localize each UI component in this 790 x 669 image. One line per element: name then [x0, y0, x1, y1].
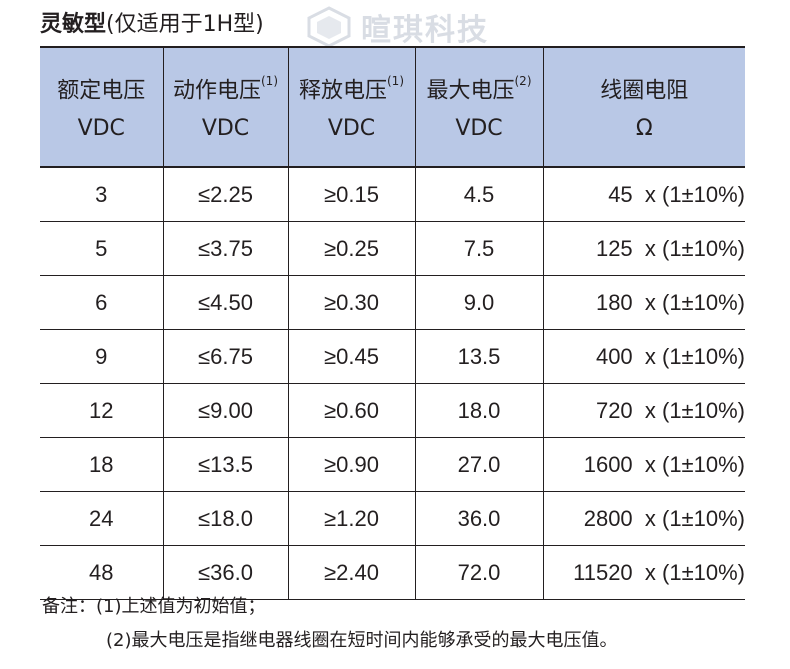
cell-pickup: ≤36.0: [162, 545, 288, 600]
cell-max: 72.0: [414, 545, 543, 600]
watermark-text: 暄琪科技: [361, 13, 489, 48]
cell-resistance: 45 x (1±10%): [542, 167, 745, 222]
cell-rated: 24: [40, 491, 163, 546]
cell-release: ≥0.90: [287, 437, 415, 492]
cell-rated: 5: [40, 221, 163, 276]
cell-rated: 48: [40, 545, 163, 600]
table-row: 12 ≤9.00 ≥0.60 18.0 720 x (1±10%): [40, 383, 745, 438]
cell-pickup: ≤4.50: [162, 275, 288, 330]
cell-resistance: 1600 x (1±10%): [542, 437, 745, 492]
cell-pickup: ≤9.00: [162, 383, 288, 438]
table-row: 9 ≤6.75 ≥0.45 13.5 400 x (1±10%): [40, 329, 745, 384]
cell-resistance: 125 x (1±10%): [542, 221, 745, 276]
cell-release: ≥0.25: [287, 221, 415, 276]
cell-max: 9.0: [414, 275, 543, 330]
cell-pickup: ≤2.25: [162, 167, 288, 222]
cell-max: 27.0: [414, 437, 543, 492]
cell-release: ≥0.30: [287, 275, 415, 330]
title-main: 灵敏型: [40, 12, 107, 37]
cell-release: ≥2.40: [287, 545, 415, 600]
cell-rated: 12: [40, 383, 163, 438]
header-row: 额定电压 VDC 动作电压(1) VDC 释放电压(1) VDC 最大电压(2)…: [40, 46, 745, 168]
table-row: 6 ≤4.50 ≥0.30 9.0 180 x (1±10%): [40, 275, 745, 330]
footnote-1: 备注：(1)上述值为初始值；: [42, 596, 266, 617]
cell-max: 36.0: [414, 491, 543, 546]
cell-resistance: 720 x (1±10%): [542, 383, 745, 438]
header-rated-voltage: 额定电压 VDC: [40, 46, 163, 168]
table-row: 3 ≤2.25 ≥0.15 4.5 45 x (1±10%): [40, 167, 745, 222]
cell-resistance: 180 x (1±10%): [542, 275, 745, 330]
title-subtitle: (仅适用于1H型): [106, 12, 264, 37]
cell-max: 7.5: [414, 221, 543, 276]
cell-release: ≥0.15: [287, 167, 415, 222]
footnotes: 备注：(1)上述值为初始值； (2)最大电压是指继电器线圈在短时间内能够承受的最…: [42, 590, 618, 658]
header-pickup-voltage: 动作电压(1) VDC: [162, 46, 288, 168]
footnote-2: (2)最大电压是指继电器线圈在短时间内能够承受的最大电压值。: [106, 630, 618, 651]
cell-pickup: ≤6.75: [162, 329, 288, 384]
watermark: 暄琪科技: [305, 6, 489, 48]
cell-rated: 6: [40, 275, 163, 330]
table-row: 24 ≤18.0 ≥1.20 36.0 2800 x (1±10%): [40, 491, 745, 546]
table-row: 48 ≤36.0 ≥2.40 72.0 11520 x (1±10%): [40, 545, 745, 600]
table-title: 灵敏型(仅适用于1H型): [40, 8, 264, 42]
cell-pickup: ≤13.5: [162, 437, 288, 492]
cell-release: ≥0.45: [287, 329, 415, 384]
header-max-voltage: 最大电压(2) VDC: [414, 46, 543, 168]
cell-release: ≥1.20: [287, 491, 415, 546]
cell-max: 13.5: [414, 329, 543, 384]
cell-rated: 9: [40, 329, 163, 384]
watermark-logo-icon: [307, 6, 351, 48]
table-row: 18 ≤13.5 ≥0.90 27.0 1600 x (1±10%): [40, 437, 745, 492]
header-release-voltage: 释放电压(1) VDC: [287, 46, 415, 168]
cell-max: 18.0: [414, 383, 543, 438]
relay-spec-table: 额定电压 VDC 动作电压(1) VDC 释放电压(1) VDC 最大电压(2)…: [40, 46, 745, 600]
cell-resistance: 11520 x (1±10%): [542, 545, 745, 600]
cell-resistance: 2800 x (1±10%): [542, 491, 745, 546]
header-coil-resistance: 线圈电阻 Ω: [542, 46, 745, 168]
cell-rated: 18: [40, 437, 163, 492]
cell-resistance: 400 x (1±10%): [542, 329, 745, 384]
cell-rated: 3: [40, 167, 163, 222]
cell-pickup: ≤3.75: [162, 221, 288, 276]
cell-release: ≥0.60: [287, 383, 415, 438]
table-row: 5 ≤3.75 ≥0.25 7.5 125 x (1±10%): [40, 221, 745, 276]
cell-pickup: ≤18.0: [162, 491, 288, 546]
cell-max: 4.5: [414, 167, 543, 222]
